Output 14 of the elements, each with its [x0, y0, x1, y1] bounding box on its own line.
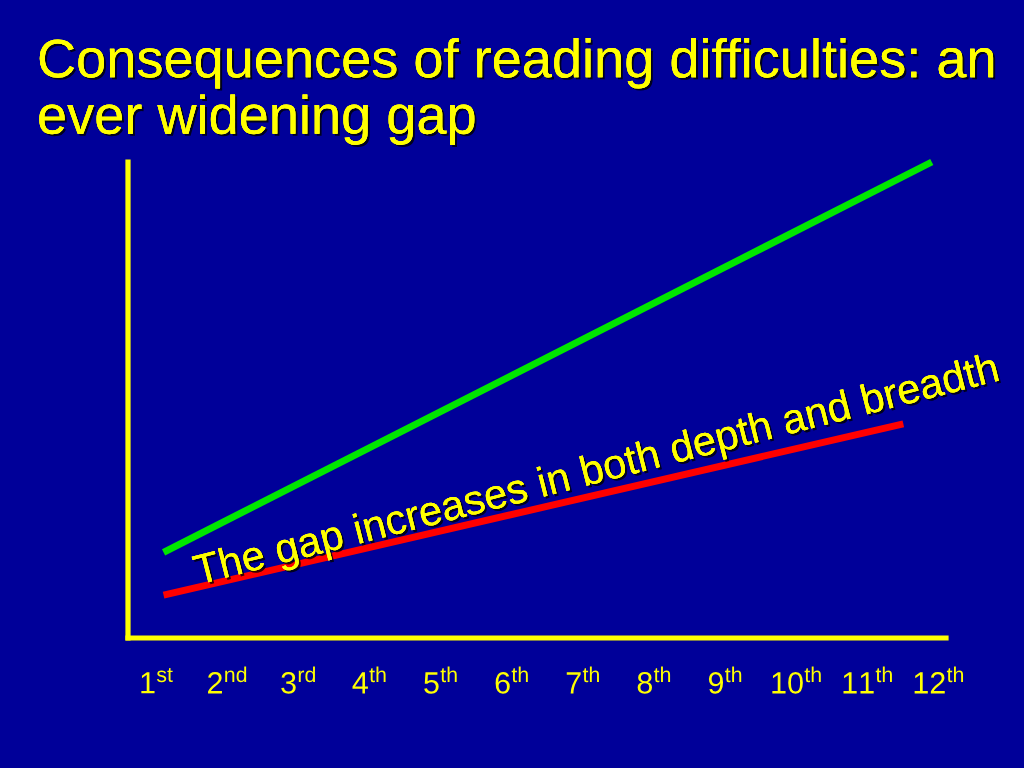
x-tick-label: 5$^{th}$	[424, 666, 457, 694]
x-tick-label: 7$^{th}$	[566, 666, 599, 694]
x-tick-label: 6$^{th}$	[495, 666, 528, 694]
x-tick-label: 12$^{th}$	[914, 666, 964, 694]
x-tick-label: 3$^{rd}$	[281, 666, 315, 694]
x-tick-label: 2$^{nd}$	[208, 666, 247, 694]
x-tick-label: 11$^{th}$	[843, 666, 892, 694]
x-tick-label: 4$^{th}$	[352, 666, 386, 694]
chart-title: Consequences of reading difficulties: an ever widening gap	[39, 38, 996, 147]
x-tick-label: 10$^{th}$	[772, 666, 821, 694]
x-tick-label: 1$^{st}$	[141, 668, 173, 694]
annotation: The gap increases in both depth and breadth	[191, 351, 1002, 593]
x-tick-label: 9$^{th}$	[708, 666, 742, 694]
x-tick-label: 8$^{th}$	[637, 666, 671, 694]
